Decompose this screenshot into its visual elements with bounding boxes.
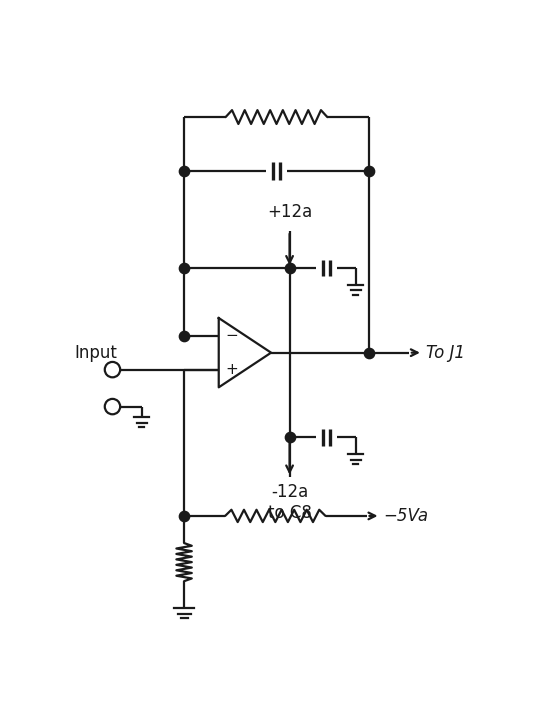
Point xyxy=(180,165,189,176)
Point xyxy=(365,165,373,176)
Text: +12a: +12a xyxy=(267,203,312,221)
Point xyxy=(365,347,373,359)
Text: -12a
to C8: -12a to C8 xyxy=(268,483,311,522)
Text: −5Va: −5Va xyxy=(383,507,428,525)
Text: Input: Input xyxy=(74,344,117,361)
Text: +: + xyxy=(226,362,238,377)
Point xyxy=(285,432,294,443)
Point xyxy=(285,263,294,274)
Text: −: − xyxy=(226,328,238,343)
Point xyxy=(180,330,189,342)
Point xyxy=(180,510,189,522)
Text: To J1: To J1 xyxy=(426,344,465,361)
Point xyxy=(180,263,189,274)
